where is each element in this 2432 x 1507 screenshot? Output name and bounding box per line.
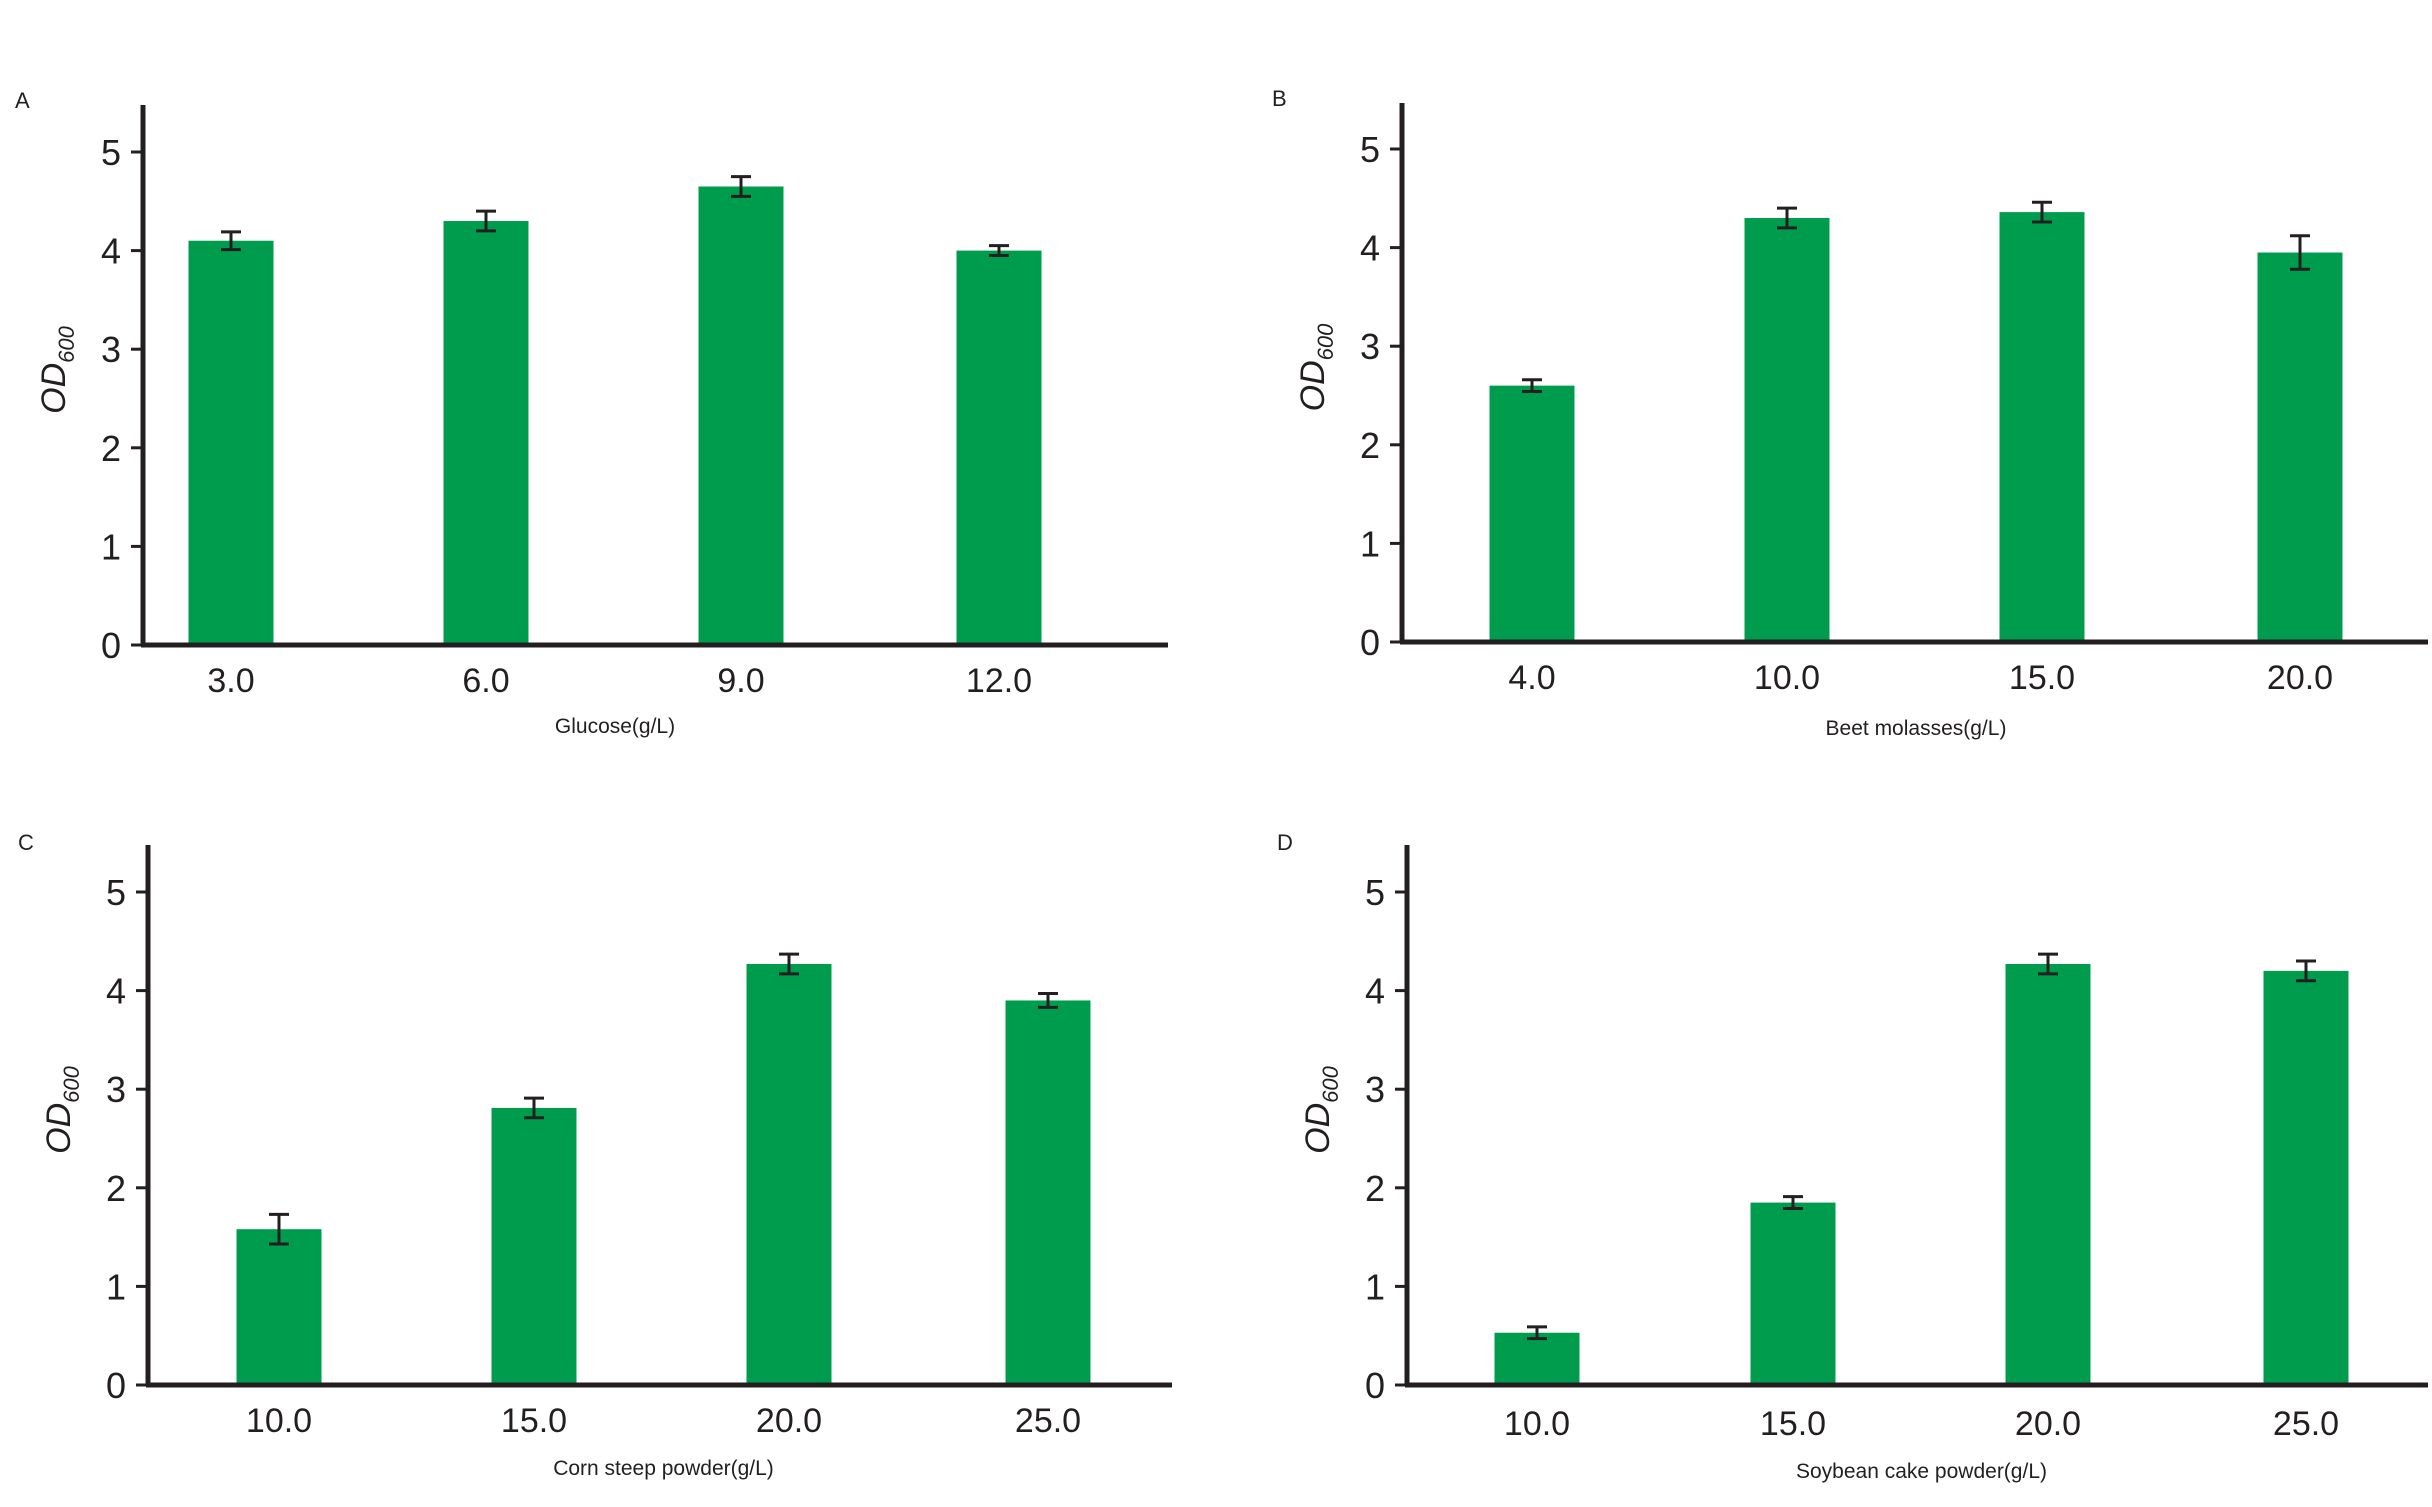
x-tick-label: 12.0 [966,662,1032,700]
y-axis-title-subscript: 600 [1318,1065,1343,1102]
y-tick-label: 4 [101,231,121,272]
bar-10.0 [1744,218,1830,642]
x-tick-label: 10.0 [1754,659,1820,697]
error-bar-15.0 [2032,200,2052,224]
error-bar-4.0 [1522,378,1542,394]
bar-15.0 [1999,212,2085,642]
x-tick-label: 20.0 [756,1402,822,1440]
y-tick-label: 2 [1360,425,1380,466]
y-axis-title-subscript: 600 [59,1065,84,1102]
y-tick-label: 3 [101,329,121,370]
y-tick-label: 3 [106,1069,126,1110]
y-axis-title-main: OD [40,1103,78,1154]
y-tick-label: 1 [101,526,121,567]
x-axis-title: Glucose(g/L) [555,715,675,738]
y-axis-title: OD600 [35,325,79,413]
y-tick-label: 2 [1365,1168,1385,1209]
x-tick-label: 6.0 [462,662,509,700]
bar-4.0 [1489,385,1575,642]
panel-letter: A [15,88,30,113]
panel-letter: B [1272,86,1287,111]
y-axis-title-subscript: 600 [54,325,79,362]
error-bar-9.0 [731,175,751,198]
y-tick-label: 2 [101,428,121,469]
x-axis-title: Corn steep powder(g/L) [553,1457,774,1480]
bar-10.0 [236,1229,322,1385]
y-axis-title: OD600 [1299,1065,1343,1153]
y-tick-label: 5 [106,872,126,913]
y-tick-label: 1 [1365,1266,1385,1307]
y-tick-label: 4 [1365,971,1385,1012]
error-bar-12.0 [989,244,1009,258]
y-axis-title-main: OD [1294,360,1332,411]
x-tick-label: 25.0 [1015,1402,1081,1440]
bar-6.0 [443,221,529,645]
bar-3.0 [188,240,274,646]
bar-20.0 [746,963,832,1385]
x-tick-label: 25.0 [2273,1405,2339,1443]
y-tick-label: 5 [101,132,121,173]
bar-20.0 [2257,252,2343,642]
error-bar-15.0 [524,1096,544,1120]
y-tick-label: 5 [1360,129,1380,170]
x-axis-title: Beet molasses(g/L) [1826,717,2007,740]
x-tick-label: 10.0 [1504,1405,1570,1443]
x-tick-label: 4.0 [1508,659,1555,697]
bar-20.0 [2005,963,2091,1385]
error-bar-20.0 [2038,952,2058,976]
y-axis-title: OD600 [40,1065,84,1153]
y-tick-label: 1 [106,1266,126,1307]
bar-9.0 [698,186,784,645]
error-bar-6.0 [476,209,496,233]
y-tick-label: 3 [1365,1069,1385,1110]
x-tick-label: 3.0 [207,662,254,700]
bar-12.0 [956,250,1042,645]
x-tick-label: 20.0 [2267,659,2333,697]
bar-10.0 [1494,1332,1580,1385]
y-axis-title-subscript: 600 [1313,323,1338,360]
y-tick-label: 0 [106,1365,126,1406]
y-tick-label: 2 [106,1168,126,1209]
y-axis-title-main: OD [35,363,73,414]
error-bar-10.0 [269,1212,289,1246]
error-bar-15.0 [1783,1195,1803,1211]
y-axis-title-main: OD [1299,1103,1337,1154]
y-tick-label: 1 [1360,523,1380,564]
y-tick-label: 5 [1365,872,1385,913]
y-tick-label: 3 [1360,326,1380,367]
y-tick-label: 0 [1360,622,1380,663]
y-tick-label: 4 [106,971,126,1012]
y-axis-title: OD600 [1294,323,1338,411]
panel-letter: C [18,830,34,855]
bar-25.0 [2263,970,2349,1385]
error-bar-25.0 [2296,959,2316,983]
bar-25.0 [1005,1000,1091,1385]
panel-letter: D [1277,830,1293,855]
error-bar-10.0 [1777,206,1797,230]
x-tick-label: 15.0 [2009,659,2075,697]
error-bar-3.0 [221,230,241,252]
bar-15.0 [491,1107,577,1385]
error-bar-20.0 [779,952,799,976]
error-bar-20.0 [2290,234,2310,271]
x-axis-title: Soybean cake powder(g/L) [1796,1460,2047,1483]
y-tick-label: 0 [101,625,121,666]
y-tick-label: 4 [1360,228,1380,269]
error-bar-25.0 [1038,992,1058,1009]
y-tick-label: 0 [1365,1365,1385,1406]
x-tick-label: 20.0 [2015,1405,2081,1443]
x-tick-label: 9.0 [717,662,764,700]
bar-15.0 [1750,1202,1836,1385]
error-bar-10.0 [1527,1325,1547,1341]
x-tick-label: 10.0 [246,1402,312,1440]
x-tick-label: 15.0 [501,1402,567,1440]
x-tick-label: 15.0 [1760,1405,1826,1443]
